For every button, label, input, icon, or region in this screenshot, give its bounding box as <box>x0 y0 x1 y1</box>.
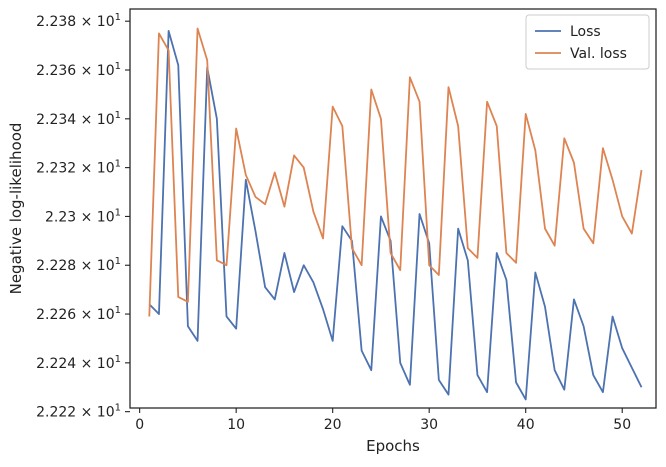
y-tick-label: 2.226 × 101 <box>36 305 121 323</box>
series-line-val-loss <box>148 27 643 317</box>
y-tick-label: 2.238 × 101 <box>36 12 121 30</box>
y-tick-label: 2.236 × 101 <box>36 61 121 79</box>
x-tick-label: 40 <box>517 417 535 433</box>
x-tick-label: 10 <box>227 417 245 433</box>
legend: Loss Val. loss <box>525 14 650 70</box>
x-tick-label: 50 <box>613 417 631 433</box>
y-tick-label: 2.232 × 101 <box>36 159 121 177</box>
legend-label: Loss <box>570 24 601 40</box>
y-tick-label: 2.222 × 101 <box>36 403 121 421</box>
legend-label: Val. loss <box>570 46 627 62</box>
x-axis-label: Epochs <box>366 437 420 455</box>
plot-area <box>148 27 643 401</box>
x-tick-label: 30 <box>420 417 438 433</box>
y-tick-label: 2.228 × 101 <box>36 256 121 274</box>
x-tick-label: 20 <box>324 417 342 433</box>
legend-box <box>525 14 650 70</box>
y-tick-label: 2.224 × 101 <box>36 354 121 372</box>
series-line-loss <box>148 30 643 401</box>
axis-ticks: 0 10 20 30 40 50 2.222 × 101 2.224 × 101 2.226 ×… <box>36 12 631 433</box>
y-axis-label: Negative log-likelihood <box>7 123 25 295</box>
y-tick-label: 2.23 × 101 <box>45 207 121 225</box>
y-tick-label: 2.234 × 101 <box>36 110 121 128</box>
x-tick-label: 0 <box>135 417 144 433</box>
plot-frame <box>129 8 657 409</box>
